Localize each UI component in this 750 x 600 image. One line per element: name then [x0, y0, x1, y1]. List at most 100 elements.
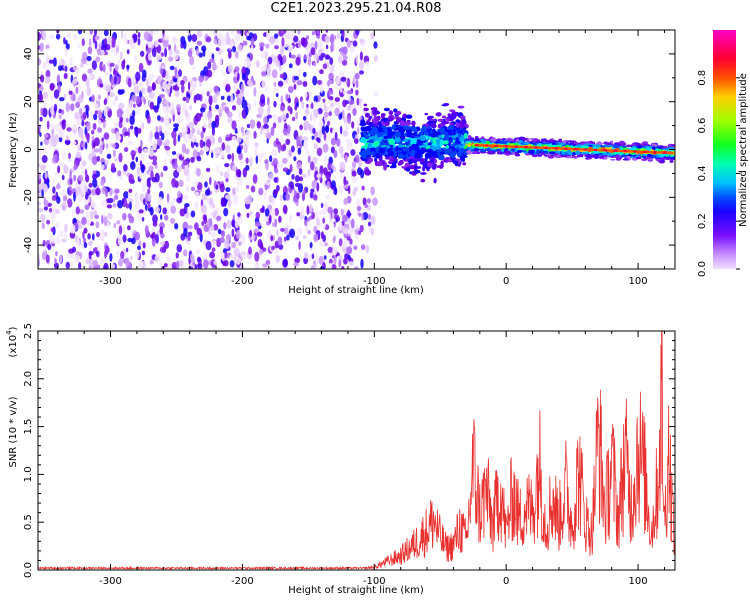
noise-cell — [138, 62, 144, 73]
track-cell — [593, 150, 600, 154]
noise-cell — [166, 262, 172, 269]
noise-cell — [303, 140, 309, 150]
noise-cell — [103, 262, 109, 269]
noise-cell — [306, 43, 310, 53]
noise-cell — [344, 180, 349, 185]
onset-cell — [435, 139, 441, 143]
noise-cell — [54, 123, 60, 132]
noise-cell — [314, 53, 319, 60]
colorbar-ticks: 0.00.20.40.60.8 — [697, 70, 740, 277]
noise-cell — [49, 83, 55, 91]
noise-cell — [283, 30, 286, 35]
noise-cell — [355, 79, 359, 89]
noise-cell — [227, 198, 232, 208]
noise-cell — [232, 165, 237, 172]
noise-cell — [77, 43, 82, 49]
noise-cell — [255, 154, 258, 164]
track-peak — [600, 148, 605, 152]
track-cell — [647, 147, 651, 151]
onset-cell — [457, 105, 465, 109]
noise-cell — [177, 107, 181, 113]
track-cell — [583, 145, 589, 149]
noise-cell — [162, 207, 167, 215]
snr-y-ticks: 0.00.51.01.52.02.5 — [23, 323, 675, 578]
onset-cell — [394, 112, 399, 115]
noise-cell — [282, 258, 288, 268]
noise-cell — [316, 137, 321, 143]
noise-cell — [338, 55, 343, 64]
noise-cell — [81, 90, 84, 100]
noise-cell — [177, 134, 181, 142]
noise-cell — [117, 89, 124, 95]
noise-cell — [148, 147, 155, 157]
noise-cell — [334, 107, 340, 117]
onset-cell — [365, 112, 370, 118]
onset-cell — [371, 151, 375, 155]
noise-cell — [241, 99, 248, 110]
onset-cell — [360, 136, 366, 143]
x-tick-label: 100 — [629, 576, 648, 587]
noise-cell — [196, 156, 202, 162]
noise-cell — [237, 212, 241, 218]
noise-cell — [221, 48, 225, 53]
noise-cell — [183, 249, 188, 257]
noise-cell — [364, 61, 370, 67]
noise-cell — [174, 223, 179, 230]
noise-cell — [200, 107, 206, 113]
noise-cell — [305, 149, 310, 155]
noise-cell — [39, 93, 43, 103]
track-cell — [577, 155, 581, 158]
onset-cell — [379, 131, 385, 136]
noise-cell — [226, 219, 232, 229]
onset-cell — [409, 151, 416, 157]
noise-cell — [42, 251, 46, 261]
noise-cell — [151, 238, 156, 247]
noise-cell — [99, 144, 103, 155]
noise-cell — [162, 106, 167, 113]
onset-cell — [368, 124, 373, 128]
noise-cell — [78, 84, 81, 92]
y-tick-label: 2.0 — [23, 371, 34, 387]
track-cell — [670, 154, 675, 158]
noise-cell — [58, 161, 64, 167]
track-cell — [522, 150, 526, 153]
noise-cell — [55, 33, 61, 40]
noise-cell — [306, 103, 309, 109]
onset-cell — [457, 151, 463, 156]
track-cell — [507, 138, 512, 141]
noise-cell — [299, 135, 303, 141]
noise-cell — [171, 151, 177, 155]
noise-cell — [182, 159, 189, 166]
onset-cell — [360, 119, 366, 125]
noise-cell — [359, 70, 364, 75]
noise-cell — [223, 92, 228, 99]
noise-cell — [261, 205, 265, 213]
noise-cell — [63, 233, 68, 238]
noise-cell — [262, 263, 268, 268]
noise-cell — [195, 248, 201, 255]
noise-cell — [173, 136, 177, 147]
onset-cell — [369, 136, 374, 139]
noise-cell — [246, 194, 253, 205]
noise-cell — [205, 189, 211, 196]
noise-cell — [333, 208, 338, 215]
noise-cell — [225, 83, 231, 93]
noise-cell — [94, 110, 99, 115]
track-cell — [516, 150, 524, 152]
noise-cell — [358, 230, 362, 235]
noise-cell — [253, 130, 257, 139]
track-peak — [481, 144, 486, 147]
noise-cell — [157, 64, 161, 71]
noise-cell — [127, 213, 132, 219]
noise-cell — [206, 91, 210, 97]
noise-cell — [163, 157, 167, 167]
noise-cell — [147, 85, 153, 94]
noise-cell — [177, 190, 182, 198]
noise-cell — [61, 120, 66, 130]
noise-cell — [105, 84, 112, 93]
noise-cell — [298, 240, 301, 250]
noise-cell — [295, 111, 298, 120]
noise-cell — [292, 116, 296, 122]
onset-cell — [436, 131, 441, 136]
noise-cell — [91, 129, 95, 135]
